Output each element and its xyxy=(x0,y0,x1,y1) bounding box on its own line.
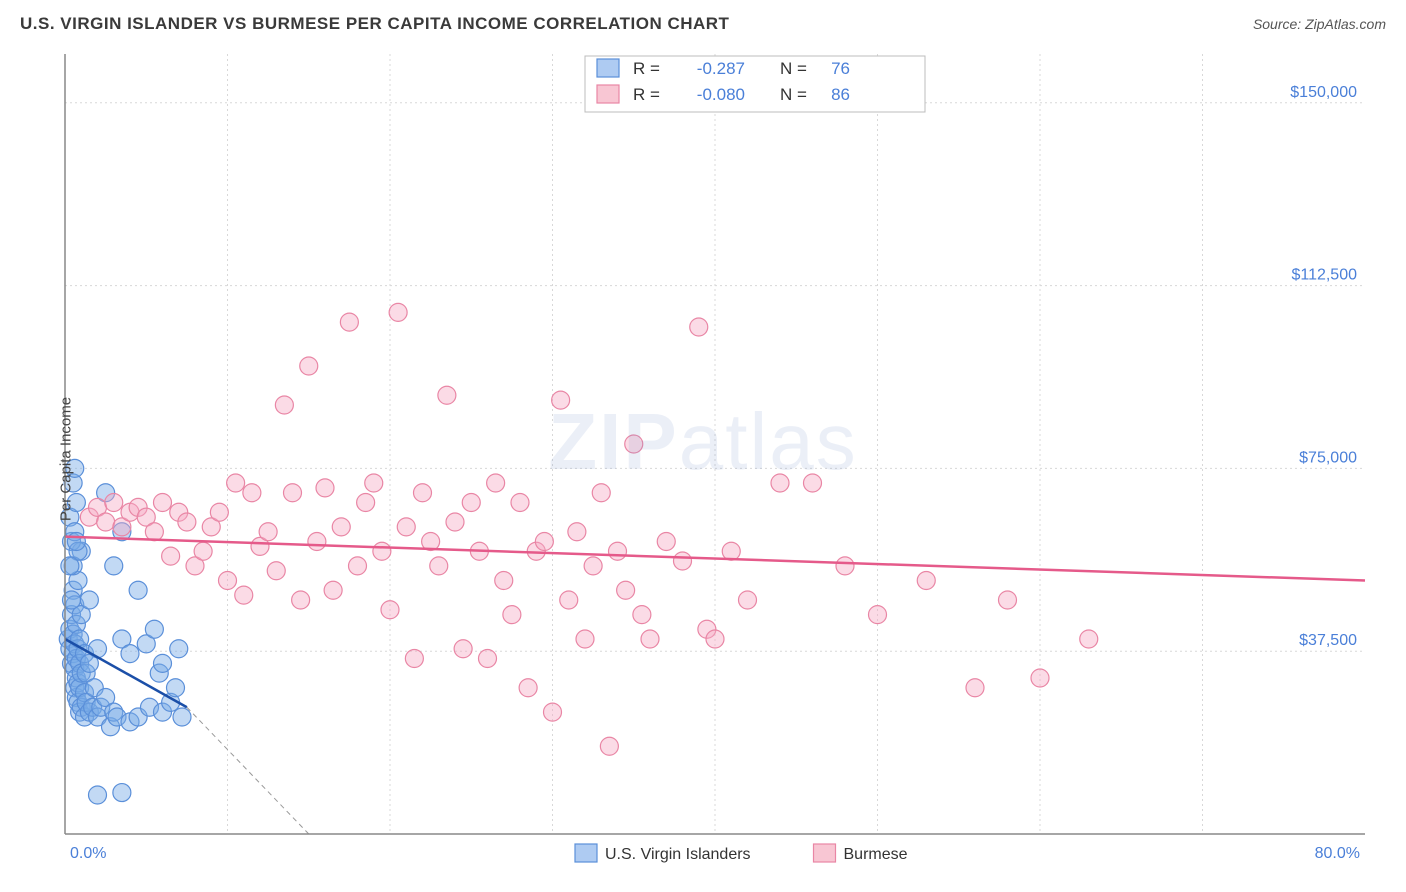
svg-text:$150,000: $150,000 xyxy=(1290,84,1357,101)
svg-text:-0.080: -0.080 xyxy=(697,85,745,104)
svg-text:76: 76 xyxy=(831,59,850,78)
source-attribution: Source: ZipAtlas.com xyxy=(1253,16,1386,32)
svg-text:-0.287: -0.287 xyxy=(697,59,745,78)
scatter-chart: $37,500 $75,000 $112,500 $150,000 0.0% 80.0% R… xyxy=(10,44,1396,874)
chart-title: U.S. VIRGIN ISLANDER VS BURMESE PER CAPI… xyxy=(20,14,729,34)
y-axis-label: Per Capita Income xyxy=(58,397,75,521)
svg-text:N =: N = xyxy=(780,59,807,78)
svg-text:$112,500: $112,500 xyxy=(1291,267,1357,284)
svg-text:Burmese: Burmese xyxy=(844,846,908,863)
svg-text:R =: R = xyxy=(633,85,660,104)
svg-text:0.0%: 0.0% xyxy=(70,845,106,862)
svg-text:80.0%: 80.0% xyxy=(1315,845,1360,862)
svg-text:$75,000: $75,000 xyxy=(1299,449,1357,466)
svg-text:U.S. Virgin Islanders: U.S. Virgin Islanders xyxy=(605,846,751,863)
chart-container: Per Capita Income ZIPatlas $37,500$75,00… xyxy=(10,44,1396,874)
svg-text:86: 86 xyxy=(831,85,850,104)
svg-text:$37,500: $37,500 xyxy=(1299,632,1357,649)
svg-text:N =: N = xyxy=(780,85,807,104)
svg-text:R =: R = xyxy=(633,59,660,78)
